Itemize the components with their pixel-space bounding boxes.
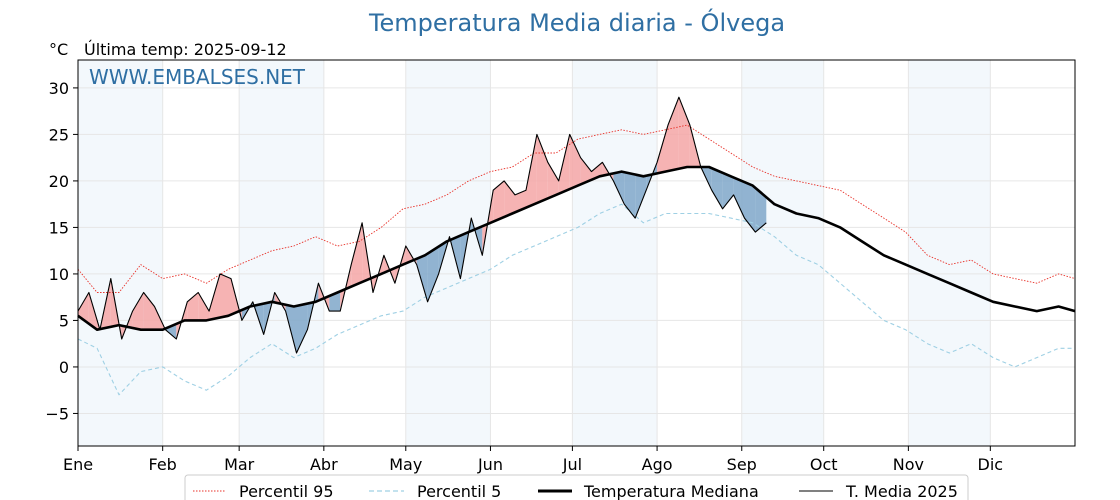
y-tick-label: 30 [49,79,69,98]
cool-anomaly-fill [252,301,264,335]
plot-frame [77,59,1076,447]
x-tick-label: Dic [978,455,1004,474]
month-bands [78,60,991,446]
month-band-ene [78,60,163,446]
warm-anomaly-fill [689,125,701,167]
cool-anomaly-fill [635,174,647,219]
cool-anomaly-fill [329,291,341,312]
cool-anomaly-fill [416,253,428,302]
x-tick-label: Jul [562,455,582,474]
cool-anomaly-fill [744,182,756,233]
legend-label-p95: Percentil 95 [239,482,334,500]
legend-label-2025: T. Media 2025 [845,482,958,500]
warm-anomaly-fill [231,278,242,321]
cool-anomaly-fill [733,177,745,219]
warm-anomaly-fill [515,190,526,213]
warm-anomaly-fill [526,134,537,208]
warm-anomaly-fill [668,97,679,171]
series-line-percentil-5 [77,203,1075,396]
last-reading-label: Última temp: 2025-09-12 [84,40,287,59]
month-band-mar [239,60,324,446]
chart-title: Temperatura Media diaria - Ólvega [368,7,785,37]
y-tick-label: −5 [45,404,69,423]
warm-anomaly-fill [132,292,144,330]
x-tick-label: Oct [810,455,838,474]
month-band-sep [741,60,824,446]
cool-anomaly-fill [711,168,723,209]
legend: Percentil 95 Percentil 5 Temperatura Med… [184,474,969,500]
x-tick-label: May [389,455,422,474]
legend-box [184,474,969,500]
x-axis: Ene Feb Mar Abr May Jun Jul Ago Sep Oct Nov Dic [63,446,1003,474]
y-axis: −5 0 5 10 15 20 25 30 [45,79,78,423]
watermark: WWW.EMBALSES.NET [89,65,306,89]
series-line-temperatura-mediana [77,165,1076,331]
cool-anomaly-fill [722,172,734,209]
warm-anomaly-fill [78,292,89,324]
month-band-may [405,60,491,446]
series-lines [77,96,1076,396]
series-line-t-media-2025 [77,96,767,354]
series-line-percentil-95 [77,124,1076,293]
legend-label-median: Temperatura Mediana [583,482,759,500]
x-tick-label: Nov [893,455,924,474]
month-band-jul [572,60,658,446]
cool-anomaly-fill [296,303,308,353]
warm-anomaly-fill [493,180,505,222]
warm-anomaly-fill [558,134,570,194]
x-tick-label: Sep [727,455,757,474]
y-tick-label: 20 [49,172,69,191]
warm-anomaly-fill [504,180,515,217]
x-tick-label: Ene [63,455,93,474]
y-tick-label: 5 [59,311,69,330]
x-tick-label: Abr [310,455,338,474]
legend-label-p5: Percentil 5 [417,482,501,500]
warm-anomaly-fill [536,134,548,203]
x-tick-label: Jun [477,455,503,474]
cool-anomaly-fill [427,246,439,302]
x-tick-label: Ago [642,455,673,474]
x-tick-label: Feb [149,455,177,474]
warm-anomaly-fill [220,273,231,318]
warm-anomaly-fill [547,162,559,199]
cool-anomaly-fill [624,172,636,219]
warm-anomaly-fill [678,97,690,169]
warm-anomaly-fill [569,134,581,190]
unit-label: °C [49,40,68,59]
warm-anomaly-fill [187,292,199,321]
x-tick-label: Mar [224,455,255,474]
y-tick-label: 0 [59,358,69,377]
y-tick-label: 10 [49,265,69,284]
month-band-nov [908,60,991,446]
warm-anomaly-fill [580,157,592,185]
cool-anomaly-fill [755,187,767,233]
warm-anomaly-fill [209,273,220,320]
y-tick-label: 15 [49,218,69,237]
y-tick-label: 25 [49,125,69,144]
warm-anomaly-fill [351,222,363,287]
cool-anomaly-fill [613,171,625,205]
warm-anomaly-fill [198,292,210,321]
warm-anomaly-fill [143,292,155,330]
warm-anomaly-fill [657,125,668,174]
